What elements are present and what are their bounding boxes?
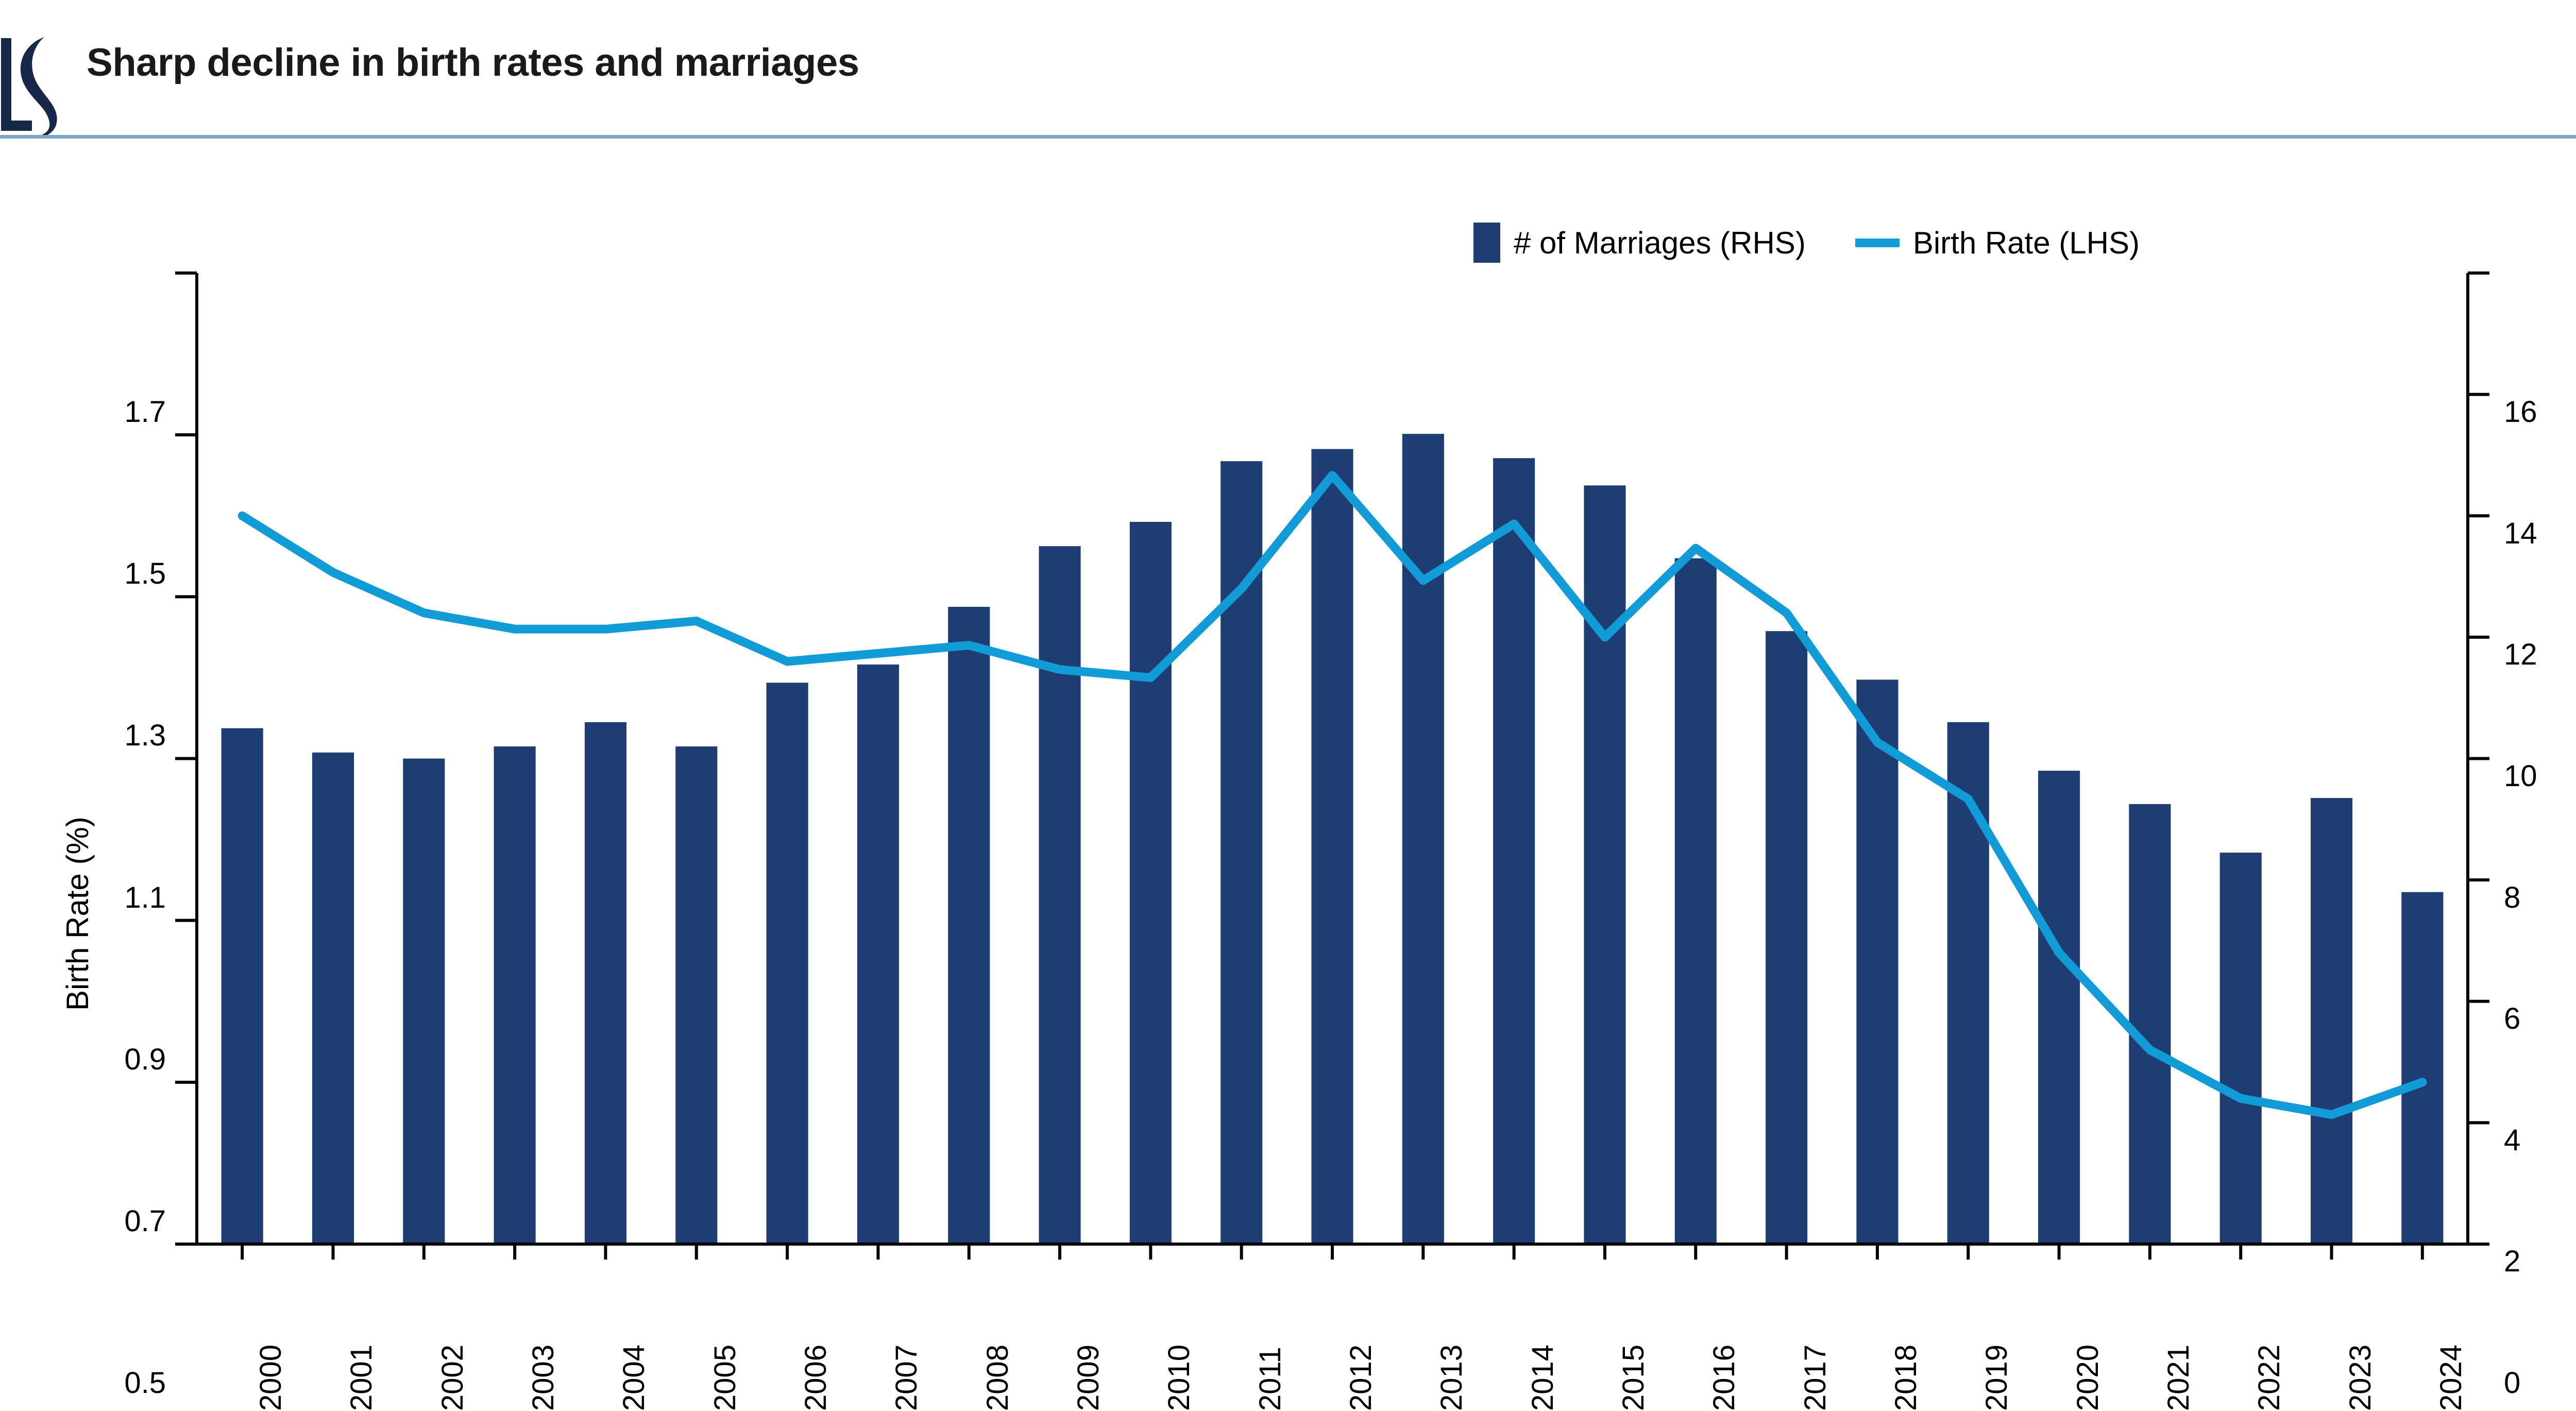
left-tick-label: 1.5 <box>124 557 166 591</box>
ls-logo-icon <box>1 37 57 139</box>
x-tick-label-2008: 2008 <box>980 1344 1014 1411</box>
bar-2016 <box>1674 558 1717 1244</box>
left-tick-label: 1.3 <box>124 719 166 753</box>
page-title: Sharp decline in birth rates and marriag… <box>87 41 859 84</box>
bar-2018 <box>1856 679 1899 1244</box>
left-tick-label: 0.7 <box>124 1204 166 1238</box>
right-tick-label: 8 <box>2504 880 2521 914</box>
bar-2021 <box>2129 804 2171 1244</box>
left-tick-label: 1.1 <box>124 880 166 914</box>
right-tick-label: 10 <box>2504 759 2537 793</box>
chart-legend: # of Marriages (RHS) Birth Rate (LHS) <box>1473 223 2140 263</box>
x-tick-label-2010: 2010 <box>1162 1344 1196 1411</box>
x-tick-label-2014: 2014 <box>1526 1344 1560 1411</box>
x-tick-label-2011: 2011 <box>1253 1347 1287 1411</box>
right-tick-label: 0 <box>2504 1366 2521 1400</box>
left-tick-label: 0.5 <box>124 1366 166 1400</box>
bar-2010 <box>1129 522 1172 1244</box>
legend-label-birth-rate: Birth Rate (LHS) <box>1912 225 2140 260</box>
chart-container: # of Marriages (RHS) Birth Rate (LHS) Bi… <box>0 140 2576 1411</box>
x-tick-label-2007: 2007 <box>890 1344 924 1411</box>
x-tick-label-2016: 2016 <box>1707 1344 1741 1411</box>
right-tick-label: 16 <box>2504 395 2537 429</box>
bar-2008 <box>948 606 990 1244</box>
bar-2006 <box>766 683 808 1244</box>
right-tick-label: 4 <box>2504 1123 2521 1157</box>
bar-2005 <box>675 746 718 1244</box>
x-tick-label-2004: 2004 <box>617 1344 651 1411</box>
legend-bar-swatch-icon <box>1473 223 1500 263</box>
bar-2017 <box>1766 631 1808 1244</box>
bar-2015 <box>1584 485 1626 1244</box>
x-tick-label-2019: 2019 <box>1980 1344 2014 1411</box>
birth-rate-line <box>238 471 2427 1119</box>
legend-item-birth-rate[interactable]: Birth Rate (LHS) <box>1855 225 2140 261</box>
bar-2002 <box>403 758 445 1244</box>
right-tick-label: 2 <box>2504 1245 2521 1279</box>
x-tick-label-2021: 2021 <box>2161 1344 2195 1411</box>
left-tick-label: 0.9 <box>124 1042 166 1076</box>
bar-2014 <box>1493 458 1535 1244</box>
right-tick-label: 12 <box>2504 638 2537 672</box>
bar-2003 <box>494 746 536 1244</box>
bar-2024 <box>2401 892 2444 1244</box>
x-tick-label-2005: 2005 <box>708 1344 742 1411</box>
x-tick-label-2023: 2023 <box>2343 1344 2377 1411</box>
bar-2020 <box>2038 771 2080 1244</box>
bar-2019 <box>1947 722 1989 1244</box>
bar-2004 <box>584 722 626 1244</box>
x-tick-label-2017: 2017 <box>1798 1344 1832 1411</box>
bar-2013 <box>1402 434 1444 1244</box>
bar-2001 <box>312 752 354 1244</box>
bar-2011 <box>1221 461 1263 1244</box>
x-tick-label-2018: 2018 <box>1889 1344 1923 1411</box>
bar-2007 <box>857 664 899 1244</box>
header-divider <box>0 135 2576 139</box>
page-header: Sharp decline in birth rates and marriag… <box>0 0 2576 140</box>
bar-2012 <box>1311 449 1353 1244</box>
bar-2023 <box>2310 798 2353 1244</box>
x-tick-label-2002: 2002 <box>435 1344 469 1411</box>
legend-item-marriages[interactable]: # of Marriages (RHS) <box>1473 223 1806 263</box>
bar-2000 <box>221 728 263 1244</box>
x-tick-label-2001: 2001 <box>345 1344 379 1411</box>
x-tick-label-2012: 2012 <box>1344 1344 1378 1411</box>
bar-2022 <box>2219 853 2262 1244</box>
legend-label-marriages: # of Marriages (RHS) <box>1514 225 1806 260</box>
left-tick-label: 1.7 <box>124 395 166 429</box>
x-tick-label-2000: 2000 <box>254 1344 288 1411</box>
x-tick-label-2022: 2022 <box>2252 1344 2286 1411</box>
right-tick-label: 6 <box>2504 1002 2521 1036</box>
x-tick-label-2009: 2009 <box>1072 1344 1106 1411</box>
x-tick-label-2003: 2003 <box>527 1344 561 1411</box>
x-tick-label-2006: 2006 <box>799 1344 833 1411</box>
x-tick-label-2020: 2020 <box>2071 1344 2105 1411</box>
legend-line-swatch-icon <box>1855 238 1900 247</box>
right-tick-label: 14 <box>2504 516 2537 550</box>
x-tick-label-2015: 2015 <box>1616 1344 1650 1411</box>
x-tick-label-2024: 2024 <box>2434 1344 2468 1411</box>
x-tick-label-2013: 2013 <box>1435 1344 1469 1411</box>
bar-2009 <box>1039 546 1081 1244</box>
chart-plot <box>175 271 2489 1260</box>
